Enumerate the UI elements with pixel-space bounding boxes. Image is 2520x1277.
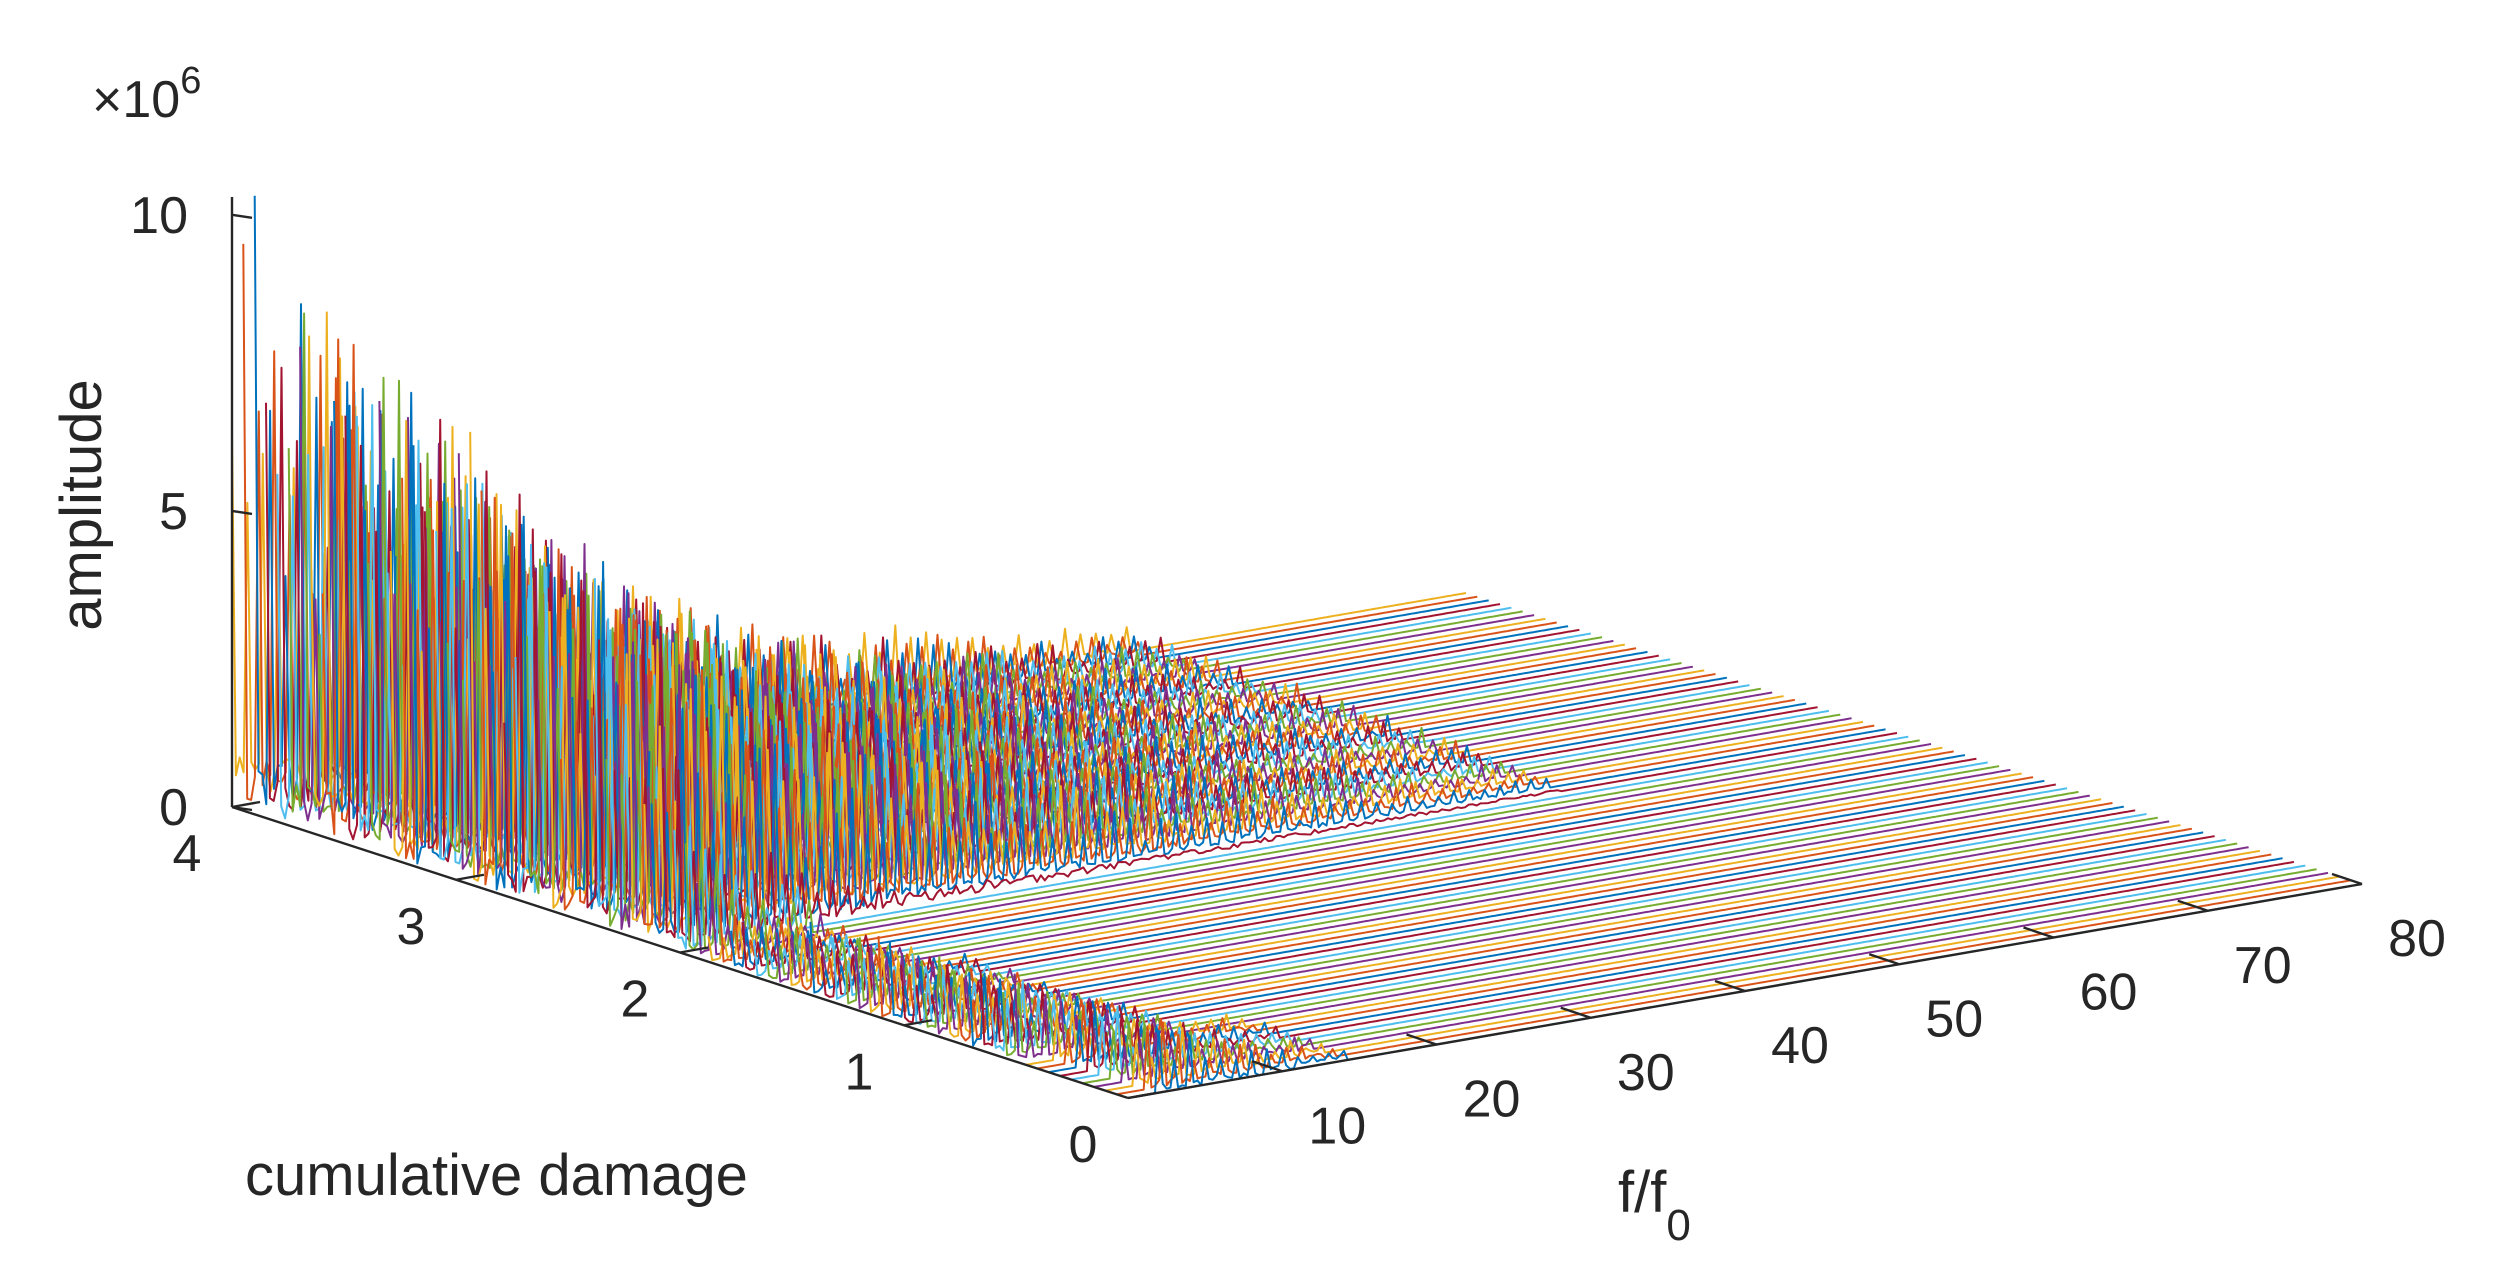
x-tick-label: 80	[2388, 910, 2446, 968]
z-axis-label: amplitude	[49, 379, 114, 630]
spectrum-series-line	[1059, 860, 2295, 1077]
spectrum-series-line	[775, 768, 2011, 983]
spectrum-series-line	[809, 779, 2045, 994]
spectrum-series-line	[662, 732, 1898, 943]
spectrum-series-line	[990, 838, 2227, 1052]
spectrum-series-line	[1037, 853, 2272, 1070]
spectrum-series-line	[673, 735, 1909, 950]
z-tick	[231, 213, 253, 219]
spectrum-series-line	[934, 820, 2170, 1035]
axis-ticks: 0 5 10 0 1 2 3 4 10 20 30 40 50 60 70 80	[130, 187, 2446, 1174]
y-tick	[231, 800, 261, 809]
x-axis-label: f/f0	[1618, 1160, 1691, 1250]
x-tick-label: 30	[1617, 1044, 1675, 1102]
z-tick-label: 0	[159, 779, 188, 837]
x-tick-label: 50	[1925, 990, 1983, 1048]
spectrum-series-line	[730, 754, 1966, 968]
spectrum-series-line	[741, 757, 1977, 971]
y-tick-label: 3	[397, 898, 426, 956]
spectrum-series-line	[820, 783, 2056, 998]
spectrum-series-line	[1013, 846, 2249, 1059]
spectrum-series-line	[1071, 864, 2306, 1081]
spectrum-series-line	[843, 790, 2079, 1005]
spectrum-series-line	[968, 831, 2204, 1047]
x-axis-label-subscript: 0	[1666, 1201, 1690, 1250]
spectrum-series-line	[900, 809, 2136, 1024]
spectrum-traces	[231, 195, 2363, 1099]
spectrum-series-line	[922, 816, 2158, 1028]
spectrum-series-line	[650, 707, 1886, 935]
x-tick-label: 20	[1463, 1071, 1521, 1129]
spectrum-series-line	[798, 776, 2034, 991]
z-axis-multiplier-base: ×10	[92, 71, 180, 129]
y-tick	[455, 873, 485, 881]
spectrum-series-line	[1048, 857, 2283, 1074]
spectrum-series-line	[786, 772, 2022, 986]
spectrum-series-line	[707, 746, 1943, 962]
spectrum-series-line	[911, 813, 2147, 1025]
x-tick	[1560, 1006, 1592, 1019]
z-tick	[231, 509, 253, 516]
x-tick-label: 40	[1771, 1017, 1829, 1075]
x-tick	[2023, 926, 2054, 939]
y-axis-label: cumulative damage	[245, 1143, 748, 1208]
y-tick	[1127, 1091, 1157, 1100]
spectrum-series-line	[979, 835, 2215, 1047]
x-tick-label: 10	[1308, 1097, 1366, 1155]
x-tick	[2177, 899, 2209, 912]
spectrum-series-line	[696, 743, 1932, 956]
y-tick-label: 1	[845, 1043, 874, 1101]
y-tick	[679, 946, 709, 954]
spectrum-series-line	[877, 802, 2113, 1018]
spectrum-series-line	[1093, 871, 2329, 1088]
z-axis-multiplier-exponent: 6	[180, 60, 201, 102]
spectrum-series-line	[1002, 842, 2238, 1057]
x-tick	[1714, 979, 1746, 993]
y-tick-label: 0	[1069, 1116, 1098, 1174]
spectrum-series-line	[752, 761, 1988, 977]
spectrum-series-line	[684, 739, 1920, 951]
z-axis-multiplier: ×106	[92, 60, 201, 129]
y-tick-label: 2	[621, 971, 650, 1029]
spectrum-series-line	[888, 805, 2124, 1018]
spectrum-series-line	[764, 765, 2000, 979]
z-tick-label: 10	[130, 187, 188, 245]
z-tick-label: 5	[159, 483, 188, 541]
y-tick	[903, 1019, 933, 1027]
spectrum-series-line	[866, 798, 2102, 1013]
x-tick	[2331, 872, 2363, 886]
y-tick-label: 4	[173, 825, 202, 883]
spectrum-series-line	[945, 824, 2181, 1038]
x-tick	[1406, 1033, 1437, 1046]
x-tick-label: 70	[2234, 937, 2292, 995]
spectrum-series-line	[832, 787, 2068, 1000]
spectrum-series-line	[956, 827, 2193, 1042]
x-tick	[1868, 953, 1900, 966]
x-tick	[1251, 1060, 1283, 1073]
x-axis-label-main: f/f	[1618, 1160, 1667, 1225]
spectrum-series-line	[854, 794, 2090, 1010]
spectrum-series-line	[718, 750, 1954, 963]
spectrum-series-line	[1025, 849, 2261, 1066]
x-tick-label: 60	[2080, 964, 2138, 1022]
